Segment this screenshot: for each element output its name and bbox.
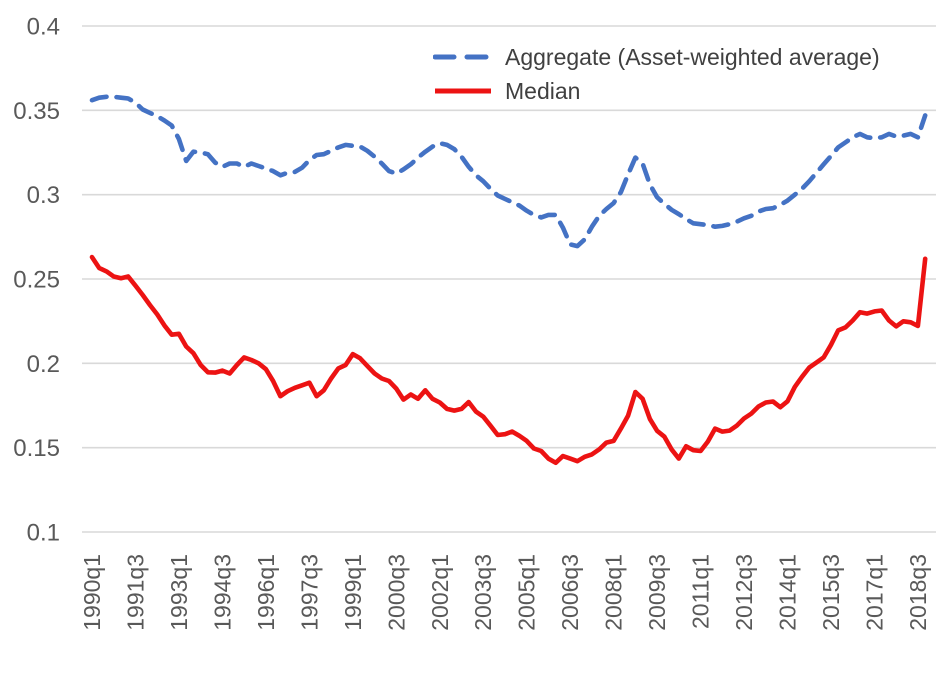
chart-legend: Aggregate (Asset-weighted average) Media… (433, 40, 880, 108)
x-axis-tick-label: 2011q1 (688, 554, 714, 629)
median-series-line (89, 254, 928, 466)
y-axis-tick-label: 0.1 (27, 520, 60, 547)
x-axis-tick-label: 2000q3 (383, 554, 409, 631)
y-axis-tick-label: 0.25 (13, 267, 60, 294)
x-axis-tick-label: 1999q1 (340, 554, 366, 631)
solid-line-icon (435, 88, 491, 94)
y-axis-tick-label: 0.35 (13, 98, 60, 125)
x-axis-tick-label: 2018q3 (905, 554, 931, 631)
x-axis-tick-label: 2003q3 (470, 554, 496, 631)
x-axis-tick-label: 1996q1 (253, 554, 279, 631)
x-axis-tick-label: 2017q1 (862, 554, 888, 631)
x-axis-tick-label: 2008q1 (601, 554, 627, 631)
aggregate-series-line (89, 94, 928, 249)
x-axis-tick-label: 2012q3 (731, 554, 757, 631)
x-axis-tick-label: 2002q1 (427, 554, 453, 631)
y-axis-tick-label: 0.3 (27, 182, 60, 209)
x-axis-tick-label: 2006q3 (557, 554, 583, 631)
x-axis-tick-label: 2009q3 (644, 554, 670, 631)
legend-label-aggregate: Aggregate (Asset-weighted average) (505, 43, 880, 70)
legend-item-median: Median (433, 74, 880, 108)
x-axis-tick-label: 2005q1 (514, 554, 540, 631)
x-axis-tick-label: 1991q3 (123, 554, 149, 631)
y-axis-tick-label: 0.2 (27, 351, 60, 378)
x-axis-tick-label: 1993q1 (166, 554, 192, 631)
x-axis-tick-label: 2014q1 (775, 554, 801, 631)
legend-label-median: Median (505, 77, 581, 104)
x-axis-tick-label: 1990q1 (79, 554, 105, 631)
y-axis-tick-label: 0.4 (27, 14, 60, 41)
x-axis-tick-label: 2015q3 (818, 554, 844, 631)
x-axis-tick-label: 1997q3 (296, 554, 322, 631)
dashed-line-icon (433, 54, 497, 60)
legend-item-aggregate: Aggregate (Asset-weighted average) (433, 40, 880, 74)
x-axis-tick-label: 1994q3 (209, 554, 235, 631)
y-axis-tick-label: 0.15 (13, 435, 60, 462)
